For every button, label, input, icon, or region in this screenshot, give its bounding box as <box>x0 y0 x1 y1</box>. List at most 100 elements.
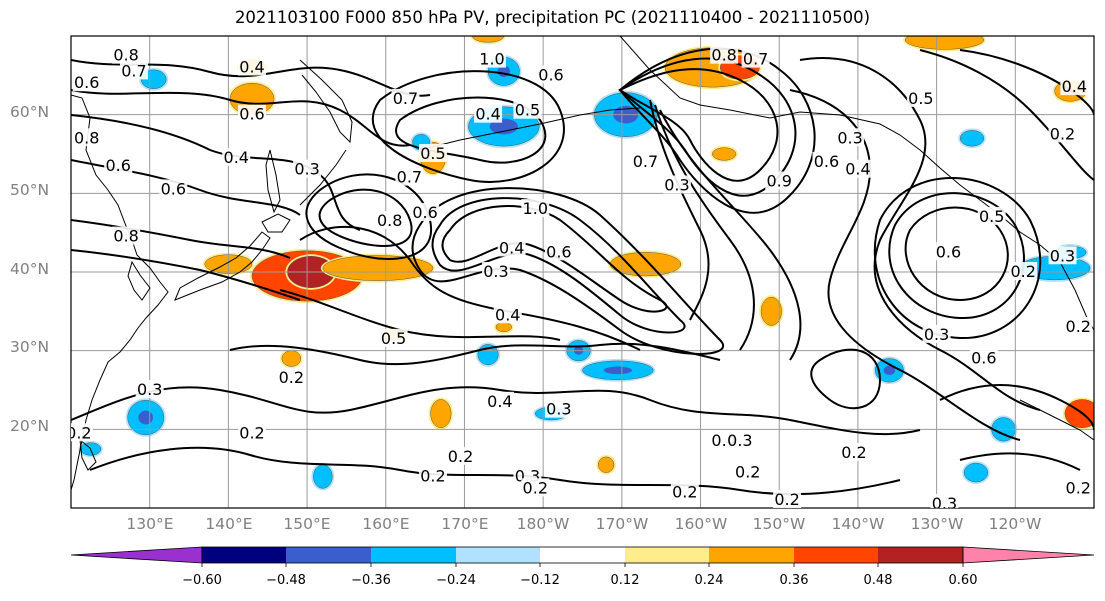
contour-label-bg <box>812 151 841 170</box>
contour-southeast <box>939 384 1094 431</box>
contour-label-bg <box>839 442 868 461</box>
contour-northeast <box>919 49 1094 181</box>
contour-label-bg <box>934 242 963 261</box>
contour-label-bg <box>71 423 93 442</box>
contour-label-bg <box>836 128 865 147</box>
contour-alaska-stack <box>649 99 710 321</box>
contour-label: 0.6 <box>74 73 99 92</box>
contour-ridge <box>299 225 641 351</box>
contour-label: 0.2 <box>1066 317 1091 336</box>
lon-label-120w: 120°W <box>988 515 1042 533</box>
negative-precip-patch <box>963 462 989 483</box>
contour-alaska-stack <box>618 68 779 182</box>
lat-label-30n: 30°N <box>10 338 50 356</box>
lon-label-160w: 160°W <box>674 515 728 533</box>
contour-east-low <box>904 206 1009 302</box>
lon-label-170e: 170°E <box>441 515 489 533</box>
contour-south <box>229 342 721 366</box>
contour-ridge <box>411 187 724 355</box>
contour-label: 0.7 <box>633 152 658 171</box>
contour-label: 0.2 <box>841 443 866 462</box>
contour-label-bg <box>930 494 959 508</box>
contour-label: 0.6 <box>814 152 839 171</box>
contour-label: 0.5 <box>515 101 540 120</box>
contour-label: 0.2 <box>66 423 91 442</box>
figure-title: 2021103100 F000 850 hPa PV, precipitatio… <box>234 8 871 27</box>
contour-label-bg <box>418 466 447 485</box>
contour-label-bg <box>112 45 141 64</box>
contour-label: 0.3 <box>294 160 319 179</box>
colorbar-tick: 0.48 <box>863 573 893 588</box>
contour-label: 0.5 <box>908 89 933 108</box>
contour-label-bg <box>906 88 935 107</box>
colorbar-tick: −0.12 <box>520 573 560 588</box>
lon-label-150e: 150°E <box>283 515 331 533</box>
contour-label: 0.2 <box>420 467 445 486</box>
contour-label-bg <box>1009 262 1038 280</box>
lon-label-140w: 140°W <box>831 515 885 533</box>
contour-label-bg <box>1064 317 1093 336</box>
contour-label: 0.3 <box>483 262 508 281</box>
colorbar-tick: 0.24 <box>694 573 724 588</box>
contour-label: 0.6 <box>239 105 264 124</box>
colorbar-bin <box>540 547 625 563</box>
coast-kamchatka <box>299 59 353 144</box>
contour-label-bg <box>773 490 802 508</box>
contour-label-bg <box>379 328 408 347</box>
contour-label: 0.5 <box>381 329 406 348</box>
contour-label: 0.2 <box>735 463 760 482</box>
contour-label: 0.8 <box>711 46 736 65</box>
contour-label-bg <box>119 61 148 80</box>
colorbar-extend-high <box>962 546 1095 564</box>
contour-label: 0.4 <box>224 148 249 167</box>
contour-label-bg <box>741 49 770 68</box>
contour-label-bg <box>135 380 164 398</box>
negative-precip-core <box>883 365 896 376</box>
contour-alaska-stack <box>654 104 755 351</box>
contour-label: 0.2 <box>523 478 548 497</box>
contour-label-bg <box>544 242 573 261</box>
lon-label-160e: 160°E <box>362 515 410 533</box>
negative-precip-core <box>138 410 153 425</box>
contour-label-bg <box>544 399 573 418</box>
colorbar-bin <box>878 547 963 563</box>
contour-upper-lines <box>71 249 301 301</box>
colorbar-tick: −0.48 <box>266 573 306 588</box>
positive-precip-patch <box>597 456 615 473</box>
colorbar-bin <box>456 547 540 563</box>
coast-japan <box>174 231 271 301</box>
contour-south <box>71 386 921 436</box>
positive-precip-patch <box>904 36 985 50</box>
contour-label: 0.6 <box>971 349 996 368</box>
contour-label: 1.0 <box>479 50 504 69</box>
map-frame <box>70 35 1095 509</box>
coast-aleutians <box>419 107 641 151</box>
contour-label: 0.5 <box>420 144 445 163</box>
contour-southeast <box>959 452 1081 471</box>
contour-label: 0.4 <box>487 392 512 411</box>
contour-label: 0.2 <box>774 490 799 509</box>
contour-label-bg <box>733 462 762 481</box>
contour-ridge <box>431 197 686 334</box>
contour-label: 0.6 <box>105 156 130 175</box>
colorbar-tick: 0.12 <box>610 573 640 588</box>
contour-label-bg <box>411 203 440 221</box>
contour-label-bg <box>72 73 101 92</box>
contour-label: 0.2 <box>279 368 304 387</box>
contour-label-bg <box>293 159 322 178</box>
contour-label-bg <box>521 478 550 497</box>
contour-low <box>318 188 413 247</box>
contour-label-bg <box>977 206 1006 225</box>
contour-label: 0.2 <box>1066 478 1091 497</box>
contour-label: 0.3 <box>932 494 957 513</box>
contour-label-bg <box>395 167 424 186</box>
contour-label-bg <box>237 57 266 76</box>
lon-label-130w: 130°W <box>910 515 964 533</box>
contour-label: 0.6 <box>538 65 563 84</box>
contour-label-bg <box>112 226 141 245</box>
contour-label-bg <box>391 88 420 107</box>
contour-label-bg <box>662 175 691 194</box>
lon-label-130e: 130°E <box>126 515 174 533</box>
contour-label: 0.6 <box>161 179 186 198</box>
contour-label: 0.3 <box>837 128 862 147</box>
